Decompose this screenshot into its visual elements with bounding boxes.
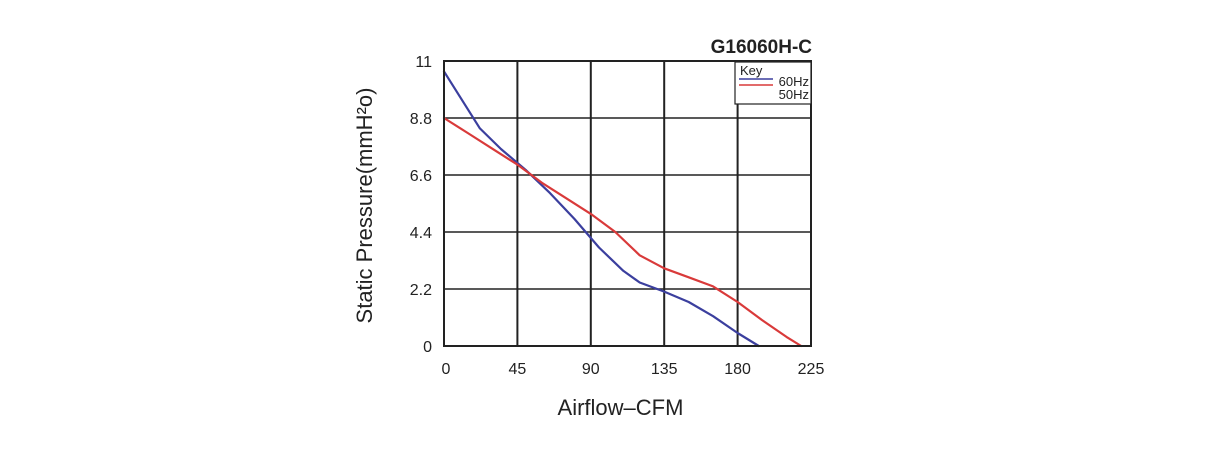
- series-layer: [442, 70, 803, 348]
- x-tick-label: 0: [442, 361, 451, 378]
- legend-label-60hz: 60Hz: [779, 74, 809, 89]
- y-tick-label: 0: [423, 339, 432, 356]
- x-tick-label: 45: [509, 361, 527, 378]
- y-tick-labels: 0 2.2 4.4 6.6 8.8 11: [410, 54, 432, 356]
- x-tick-label: 90: [582, 361, 600, 378]
- legend-box: [734, 61, 812, 105]
- y-tick-label: 6.6: [410, 168, 432, 185]
- legend: Key 60Hz 50Hz: [734, 61, 812, 105]
- x-axis-title: Airflow–CFM: [558, 395, 684, 420]
- y-tick-label: 8.8: [410, 111, 432, 128]
- series-line-50hz: [442, 116, 803, 348]
- y-tick-label: 2.2: [410, 282, 432, 299]
- plot-frame: [443, 60, 812, 347]
- y-tick-label: 11: [415, 54, 432, 71]
- y-axis-title: Static Pressure(mmH²o): [352, 88, 377, 324]
- legend-label-50hz: 50Hz: [779, 87, 809, 102]
- x-tick-label: 225: [798, 361, 825, 378]
- x-tick-labels: 0 45 90 135 180 225: [442, 361, 825, 378]
- series-line-60hz: [442, 70, 760, 348]
- legend-title: Key: [740, 63, 763, 78]
- x-tick-label: 135: [651, 361, 678, 378]
- x-tick-label: 180: [724, 361, 751, 378]
- y-tick-label: 4.4: [410, 225, 432, 242]
- chart-title: G16060H-C: [711, 37, 813, 58]
